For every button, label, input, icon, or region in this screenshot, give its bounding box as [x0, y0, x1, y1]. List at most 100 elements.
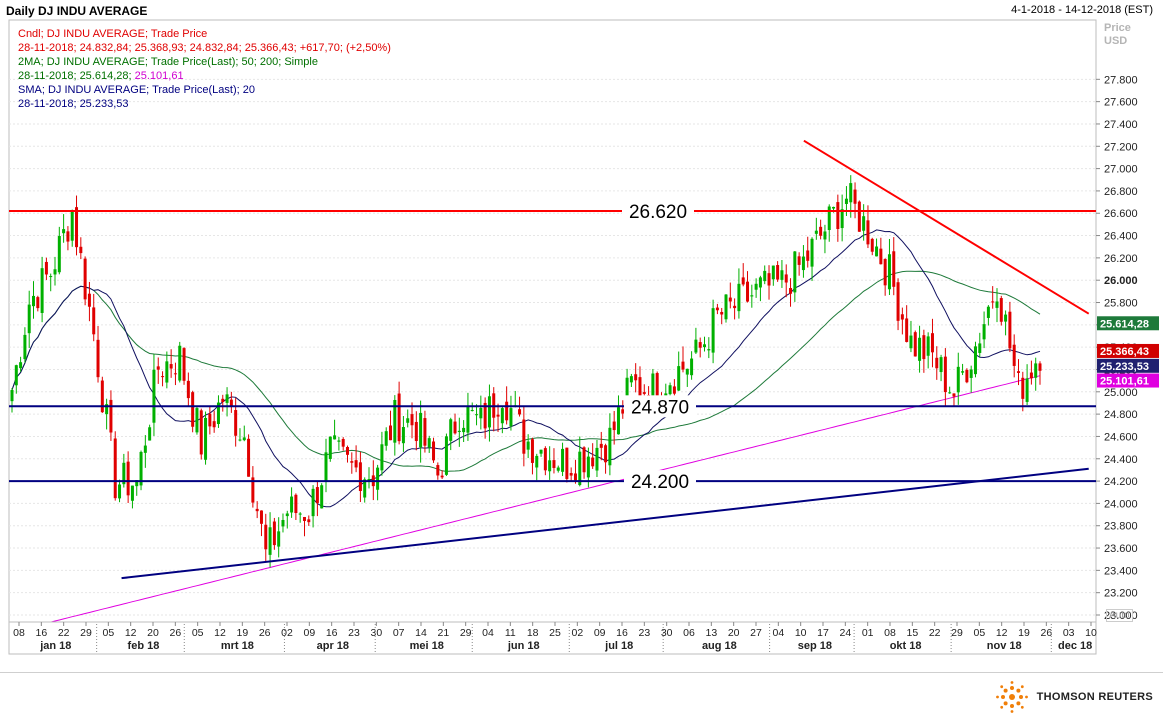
price-tag-text: 25.366,43 [1100, 346, 1149, 358]
candle-body [169, 364, 173, 369]
candle [10, 388, 14, 413]
price-axis-header: Price USD [1104, 22, 1131, 48]
price-tag-ma50: 25.614,28 [1097, 316, 1159, 331]
candle [126, 451, 130, 504]
candle-body [109, 399, 113, 433]
month-label: sep 18 [798, 640, 832, 652]
candle-body [462, 427, 466, 433]
candle [616, 395, 620, 435]
x-tick-label: 04 [772, 627, 784, 639]
y-tick-label: 26.600 [1104, 208, 1138, 220]
candle-body [156, 366, 160, 370]
candle [763, 265, 767, 285]
candle-body [862, 216, 866, 231]
y-tick-label: 23.400 [1104, 565, 1138, 577]
candle [333, 419, 337, 440]
x-tick-label: 01 [862, 627, 874, 639]
candle [681, 346, 685, 373]
candle [806, 236, 810, 268]
date-range: 4-1-2018 - 14-12-2018 (EST) [1011, 4, 1153, 16]
candle-body [763, 270, 767, 282]
candle-body [616, 407, 620, 435]
candle [87, 281, 91, 322]
candle [401, 416, 405, 452]
candle-body [444, 436, 448, 475]
candle [965, 368, 969, 384]
candle [337, 436, 341, 451]
candle [311, 485, 315, 528]
candle-body [229, 399, 233, 407]
candle [152, 354, 156, 436]
candle-body [307, 519, 311, 523]
candle [866, 205, 870, 249]
candle-body [668, 385, 672, 395]
candle-body [720, 311, 724, 315]
candle-body [410, 414, 414, 426]
candle [165, 351, 169, 389]
candle-body [367, 479, 371, 481]
candle-body [505, 401, 509, 421]
candle-body [819, 226, 823, 236]
candle [509, 395, 513, 431]
candle [561, 442, 565, 477]
auto-scale-button[interactable]: Auto [1106, 609, 1133, 622]
candle [36, 295, 40, 312]
x-tick-label: 09 [594, 627, 606, 639]
candle [367, 467, 371, 489]
candle [913, 330, 917, 357]
candle-body [969, 369, 973, 378]
x-axis: 08 16 22 29 05 12 20 26 05 12 19 26 02 09 16 23 30 07 14 21… [8, 621, 1097, 655]
y-tick-label: 26.200 [1104, 253, 1138, 265]
candle-body [999, 298, 1003, 322]
candle-body [952, 393, 956, 397]
candle [819, 219, 823, 240]
legend-line-2: 2MA; DJ INDU AVERAGE; Trade Price(Last);… [18, 56, 318, 68]
candle [961, 363, 965, 376]
candle [707, 337, 711, 359]
candle-body [1021, 377, 1025, 399]
candle-body [707, 349, 711, 351]
candle [887, 238, 891, 295]
candle-body [259, 510, 263, 524]
candle-body [935, 357, 939, 369]
candle-body [703, 344, 707, 348]
candle-body [225, 394, 229, 403]
candle [221, 394, 225, 412]
candle [875, 238, 879, 257]
candle [328, 436, 332, 462]
legend-line-3: 28-11-2018; 25.614,28; 25.101,61 [18, 69, 391, 83]
candle-body [793, 251, 797, 293]
candle [191, 390, 195, 433]
month-label: jun 18 [507, 640, 540, 652]
candle-body [844, 198, 848, 204]
candle [483, 397, 487, 439]
candle [728, 282, 732, 309]
candle [539, 449, 543, 457]
candle [939, 354, 943, 382]
candle-body [887, 254, 891, 290]
trendline-resistance [803, 139, 1090, 315]
candle-body [32, 295, 36, 307]
candle [479, 395, 483, 430]
candle-body [586, 456, 590, 478]
candle [926, 332, 930, 369]
candle [427, 435, 431, 453]
candle-body [126, 461, 130, 496]
candle [608, 413, 612, 476]
candle-body [866, 220, 870, 245]
candle [991, 286, 995, 309]
trendline-support [121, 467, 1089, 580]
candle-body [453, 421, 457, 434]
x-tick-label: 07 [393, 627, 405, 639]
candle [307, 515, 311, 526]
candle-body [625, 377, 629, 409]
candle-body [376, 467, 380, 490]
price-tag-text: 25.614,28 [1100, 318, 1149, 330]
candle [900, 307, 904, 335]
candle-body [328, 436, 332, 459]
candle [621, 400, 625, 419]
candle [892, 237, 896, 296]
candle-body [483, 402, 487, 429]
candle [973, 341, 977, 378]
candle [406, 409, 410, 428]
